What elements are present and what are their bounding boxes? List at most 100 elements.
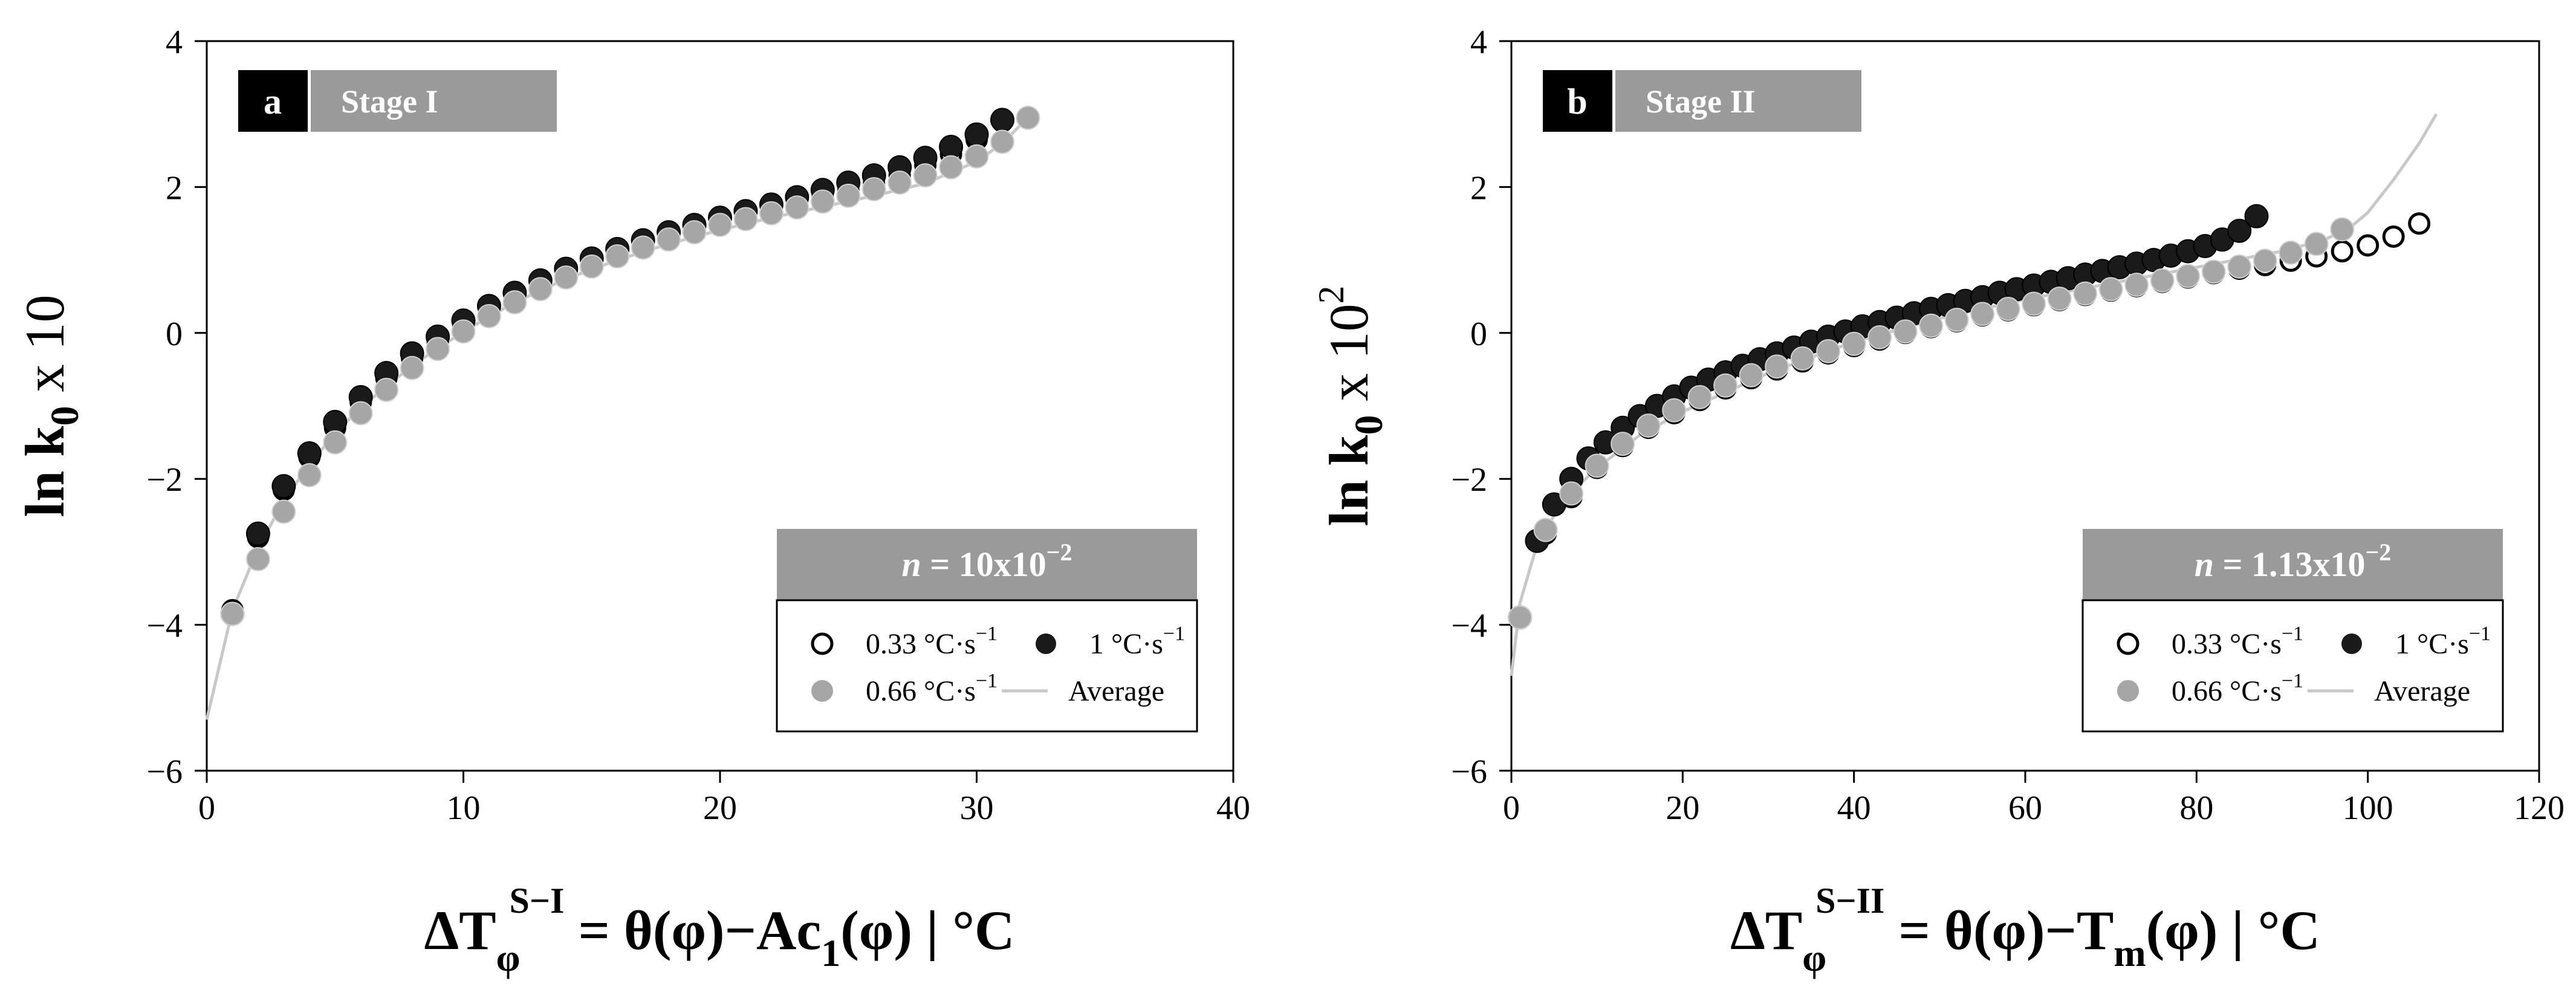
data-point-0-66	[1713, 373, 1738, 398]
data-point-0-66	[323, 430, 348, 455]
legend-1-label: 1 °C·s−1	[1089, 623, 1185, 660]
x-label-subscript-2: m	[2114, 931, 2146, 974]
data-point-1	[323, 410, 348, 435]
data-point-0-66	[1585, 453, 1609, 478]
n-value-label: n = 10x10−2	[901, 539, 1072, 584]
x-label-subscript: φ	[1802, 936, 1826, 979]
data-point-0-66	[1687, 385, 1712, 410]
data-point-0-66	[861, 177, 886, 202]
x-tick-label: 40	[1216, 789, 1250, 827]
data-point-0-66	[2330, 217, 2355, 242]
y-tick-label: 2	[1470, 169, 1487, 207]
legend-average-text: Average	[1068, 675, 1164, 707]
legend-1-exponent: −1	[2469, 623, 2491, 645]
panel-letter: a	[264, 82, 282, 121]
data-point-0-66	[1533, 517, 1558, 542]
x-tick-label: 40	[1837, 789, 1871, 827]
data-point-0-66	[1867, 325, 1892, 350]
data-point-0-66	[1893, 319, 1918, 344]
y-tick-label: 0	[1470, 316, 1487, 353]
data-point-0-66	[964, 144, 989, 169]
data-point-0-66	[657, 227, 681, 252]
panel-letter-box	[1543, 70, 1612, 132]
data-point-0-66	[348, 401, 373, 426]
data-point-0-66	[579, 254, 604, 279]
y-label-subscript: 0	[1347, 415, 1391, 435]
data-point-0-66	[810, 189, 835, 214]
x-label-equation: = θ(φ)−Ac	[564, 899, 821, 961]
data-point-0-66	[733, 207, 758, 232]
data-point-0-66	[554, 265, 579, 290]
legend-0-33-exponent: −1	[2282, 623, 2303, 645]
x-tick-label: 30	[960, 789, 994, 827]
y-tick-label: −2	[1451, 461, 1487, 499]
data-point-0-66	[476, 304, 501, 329]
data-point-1	[990, 108, 1014, 132]
legend-0-66-marker	[811, 680, 833, 702]
x-axis-label: ΔTφ S−I = θ(φ)−Ac1(φ) | °C	[424, 881, 1015, 979]
n-symbol: n	[901, 545, 921, 584]
legend-1-marker	[2341, 633, 2362, 654]
y-tick-label: −2	[146, 461, 183, 499]
data-point-1	[964, 122, 989, 147]
data-point-0-66	[1739, 363, 1763, 387]
x-label-tail: (φ) | °C	[2146, 899, 2320, 961]
legend-1-exponent: −1	[1163, 623, 1185, 645]
data-point-0-33	[2357, 234, 2380, 257]
y-tick-label: 2	[166, 169, 183, 207]
n-symbol: n	[2195, 545, 2214, 584]
legend-average-label: Average	[1068, 675, 1164, 707]
x-tick-label: 120	[2514, 789, 2565, 827]
data-point-1	[245, 521, 270, 546]
data-point-0-66	[2304, 232, 2329, 256]
data-point-0-66	[2227, 254, 2252, 279]
y-tick-label: −6	[1451, 753, 1487, 791]
y-label-subscript: 0	[43, 406, 87, 426]
data-point-0-66	[2253, 248, 2277, 273]
data-point-0-66	[682, 220, 707, 245]
legend-0-33-marker	[811, 632, 834, 655]
data-point-0-33	[2331, 240, 2354, 263]
data-point-0-66	[631, 235, 655, 260]
data-point-0-66	[245, 546, 270, 571]
x-label-superscript: S−I	[510, 881, 565, 921]
legend-0-66-exponent: −1	[976, 670, 998, 692]
data-point-0-66	[220, 601, 245, 626]
x-label-subscript-2: 1	[821, 931, 840, 974]
data-point-0-66	[2279, 241, 2303, 265]
legend-0-33-label: 0.33 °C·s−1	[866, 623, 998, 660]
panel-title: Stage I	[341, 83, 438, 120]
y-tick-label: 4	[1470, 24, 1487, 61]
data-point-0-66	[1636, 413, 1661, 438]
legend-0-33-text: 0.33 °C·s	[866, 628, 976, 660]
data-point-0-66	[271, 499, 296, 524]
data-point-0-66	[1662, 398, 1687, 423]
data-point-1	[297, 441, 322, 465]
n-exponent: −2	[2366, 539, 2392, 566]
data-point-0-66	[2098, 277, 2123, 302]
data-point-0-66	[759, 201, 784, 225]
n-exponent: −2	[1046, 539, 1072, 566]
n-equation: = 10x10	[921, 545, 1046, 584]
x-tick-label: 20	[703, 789, 737, 827]
legend-0-66-label: 0.66 °C·s−1	[866, 670, 998, 707]
data-point-0-66	[502, 290, 527, 315]
x-tick-label: 10	[447, 789, 481, 827]
legend-average-text: Average	[2374, 675, 2470, 707]
data-point-0-66	[1765, 354, 1789, 379]
data-point-0-66	[426, 337, 450, 361]
data-point-0-66	[990, 129, 1014, 154]
data-point-1	[939, 135, 964, 160]
n-value-banner	[2083, 529, 2503, 600]
data-point-0-66	[2047, 287, 2072, 311]
data-point-0-66	[887, 170, 912, 195]
panel-title-box	[1615, 70, 1861, 132]
x-tick-label: 0	[1503, 789, 1520, 827]
n-value-banner	[777, 529, 1197, 600]
data-point-0-66	[1919, 313, 1944, 338]
data-point-0-66	[1970, 302, 1995, 326]
